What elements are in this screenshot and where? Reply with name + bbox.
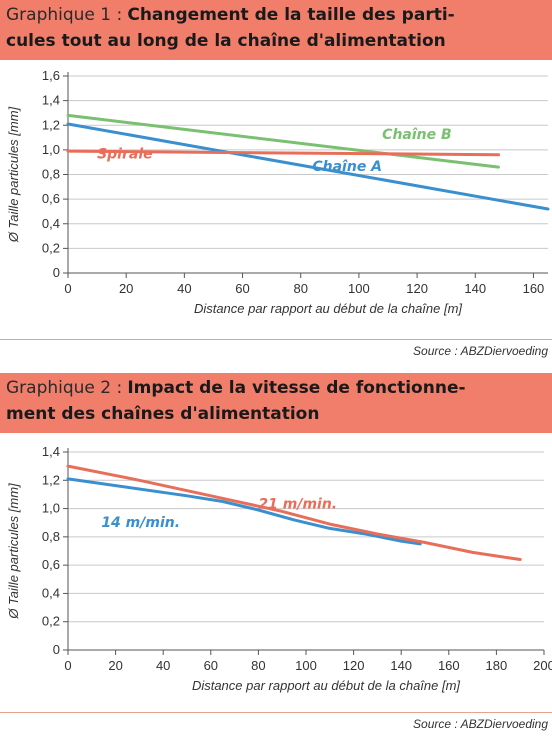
chart1-x-axis-title: Distance par rapport au début de la chaî… xyxy=(194,301,462,316)
chart1-source: Source : ABZDiervoeding xyxy=(413,344,548,358)
chart1-source-rule xyxy=(0,339,552,340)
chart1-y-axis-title: Ø Taille particules [mm] xyxy=(6,106,21,243)
chart2-x-tick-label: 20 xyxy=(108,658,122,673)
chart1-x-tick-label: 100 xyxy=(348,281,370,296)
chart1-series-label-1: Chaîne B xyxy=(382,127,452,143)
chart1-series-line-1 xyxy=(66,113,500,169)
chart2-y-tick-label: 1,0 xyxy=(42,501,60,516)
chart2-series-line-1 xyxy=(66,464,522,561)
chart1-y-tick-label: 1,2 xyxy=(42,117,60,132)
chart2-y-tick-label: 0,8 xyxy=(42,529,60,544)
chart2-y-tick-label: 0,6 xyxy=(42,557,60,572)
chart2-x-tick-label: 180 xyxy=(486,658,508,673)
chart2-header: Graphique 2 : Impact de la vitesse de fo… xyxy=(0,373,552,433)
chart2-y-tick-label: 0 xyxy=(53,642,60,657)
chart1-y-tick-label: 1,6 xyxy=(42,68,60,83)
chart2-x-tick-label: 100 xyxy=(295,658,317,673)
chart1-header: Graphique 1 : Changement de la taille de… xyxy=(0,0,552,60)
chart1-title-line2: cules tout au long de la chaîne d'alimen… xyxy=(6,31,446,51)
chart1-x-tick-label: 0 xyxy=(64,281,71,296)
chart2-series-label-0: 14 m/min. xyxy=(101,515,180,531)
chart2-x-tick-label: 120 xyxy=(343,658,365,673)
chart2-x-axis-title: Distance par rapport au début de la chaî… xyxy=(192,678,460,693)
chart2-y-tick-label: 1,4 xyxy=(42,444,60,459)
chart2-plot: 0 0,2 0,4 0,6 0,8 1,0 1,2 1,4 0 20 40 60 80 100 120 140… xyxy=(6,444,552,693)
chart2-y-tick-label: 1,2 xyxy=(42,472,60,487)
chart2-series-label-1: 21 m/min. xyxy=(258,497,337,513)
chart1-plot: 0 0,2 0,4 0,6 0,8 1,0 1,2 1,4 1,6 0 20 40 60 80 100 120… xyxy=(6,68,550,316)
chart1-x-tick-label: 80 xyxy=(293,281,307,296)
chart1-x-tick-label: 160 xyxy=(523,281,545,296)
chart1-x-tick-label: 20 xyxy=(119,281,133,296)
chart2-x-tick-label: 160 xyxy=(438,658,460,673)
chart2-source: Source : ABZDiervoeding xyxy=(413,717,548,731)
chart2-x-tick-label: 200 xyxy=(533,658,552,673)
chart2-y-axis-title: Ø Taille particules [mm] xyxy=(6,483,21,620)
chart2-x-tick-label: 60 xyxy=(204,658,218,673)
chart2-title-line1: Impact de la vitesse de fonctionne- xyxy=(127,378,466,398)
chart1-x-tick-label: 60 xyxy=(235,281,249,296)
chart2-x-tick-label: 40 xyxy=(156,658,170,673)
chart1-x-tick-label: 120 xyxy=(406,281,428,296)
chart1-title-line1: Changement de la taille des parti- xyxy=(127,5,455,25)
chart1-series-label-0: Chaîne A xyxy=(312,159,382,175)
chart2-y-tick-label: 0,2 xyxy=(42,614,60,629)
chart2-title-line2: ment des chaînes d'alimentation xyxy=(6,404,320,424)
chart1-series-line-2 xyxy=(66,149,500,157)
chart2-x-tick-label: 0 xyxy=(64,658,71,673)
chart1-y-tick-label: 0,2 xyxy=(42,240,60,255)
chart1-x-tick-label: 40 xyxy=(177,281,191,296)
chart1-series-line-0 xyxy=(66,122,550,211)
chart1-y-tick-label: 1,0 xyxy=(42,142,60,157)
chart1-y-tick-label: 1,4 xyxy=(42,93,60,108)
chart2-x-tick-label: 140 xyxy=(390,658,412,673)
chart1-x-tick-label: 140 xyxy=(464,281,486,296)
chart2-y-tick-label: 0,4 xyxy=(42,585,60,600)
chart2-header-label: Graphique 2 : xyxy=(6,378,123,398)
chart1-header-label: Graphique 1 : xyxy=(6,5,123,25)
chart1-y-tick-label: 0,8 xyxy=(42,167,60,182)
chart2-source-rule xyxy=(0,712,552,713)
chart2-x-tick-label: 80 xyxy=(251,658,265,673)
chart1-y-tick-label: 0,4 xyxy=(42,216,60,231)
chart2-series-line-0 xyxy=(66,477,422,546)
chart1-y-tick-label: 0 xyxy=(53,265,60,280)
chart1-series-label-2: Spirale xyxy=(97,146,153,162)
chart1-y-tick-label: 0,6 xyxy=(42,191,60,206)
